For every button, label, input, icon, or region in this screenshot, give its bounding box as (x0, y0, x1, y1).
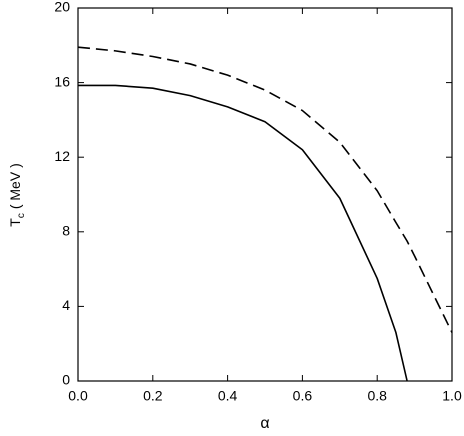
y-label-unit: ( MeV ) (7, 163, 23, 209)
y-tick-label: 8 (62, 223, 70, 239)
plot-frame (77, 7, 453, 382)
x-axis-label: α (260, 415, 269, 432)
series-line (78, 84, 408, 382)
x-tick-label: 0.6 (293, 388, 313, 404)
x-tick-label: 1.0 (442, 388, 462, 404)
y-tick-label: 20 (54, 0, 70, 15)
x-tick-label: 0.0 (68, 388, 88, 404)
series-line (77, 46, 453, 333)
x-tick-label: 0.4 (218, 388, 238, 404)
y-tick-label: 16 (54, 73, 70, 89)
x-tick-label: 0.8 (367, 388, 387, 404)
y-label-sub: c (16, 213, 27, 218)
y-tick-label: 12 (54, 148, 70, 164)
x-tick-label: 0.2 (143, 388, 163, 404)
y-tick-label: 0 (62, 372, 70, 388)
y-tick-label: 4 (62, 297, 70, 313)
y-label-main: T (7, 218, 23, 227)
y-axis-label: Tc ( MeV ) (7, 163, 27, 226)
